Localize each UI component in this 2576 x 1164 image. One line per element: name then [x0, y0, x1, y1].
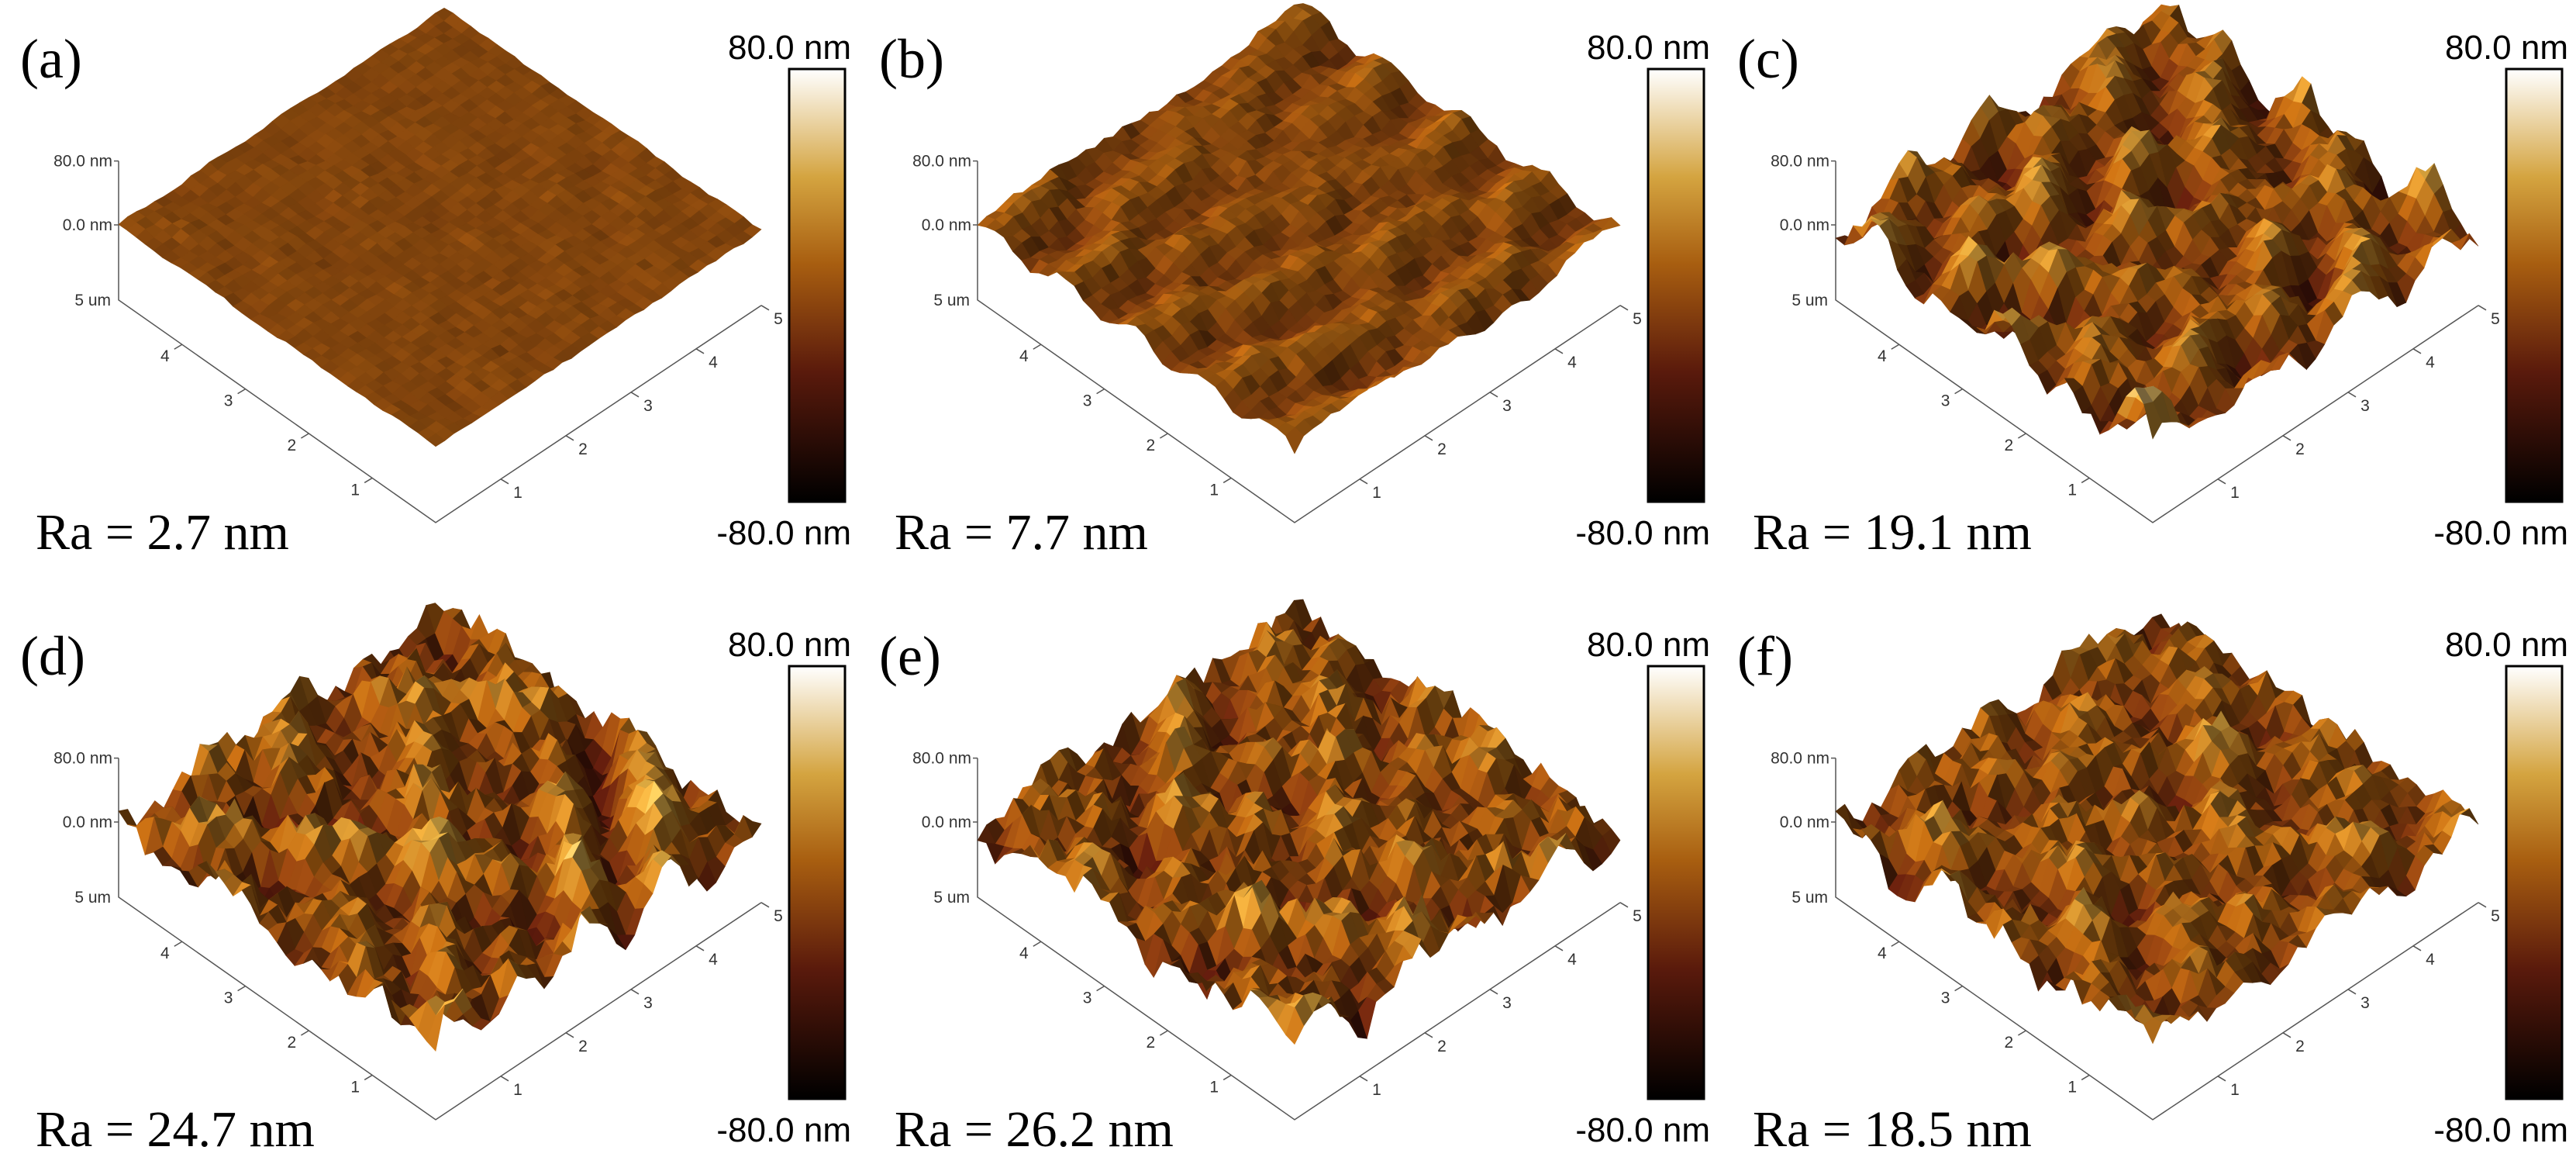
y-tick-label: 3	[1083, 392, 1092, 410]
y-tick-label: 4	[1019, 347, 1029, 365]
color-bar-max: 80.0 nm	[1587, 29, 1710, 67]
x-tick-label: 3	[2360, 397, 2370, 415]
color-bar-min: -80.0 nm	[1575, 514, 1710, 552]
x-tick	[565, 435, 574, 441]
z-axis-label: 80.0 nm	[1771, 153, 1829, 171]
color-bar	[2505, 67, 2564, 503]
color-bar	[1647, 67, 1705, 503]
color-bar	[788, 67, 847, 503]
z-axis-label: 0.0 nm	[63, 216, 112, 234]
y-tick	[237, 388, 246, 395]
x-tick	[2412, 348, 2422, 354]
z-axis-label: 80.0 nm	[53, 153, 112, 171]
y-tick-label: 3	[224, 392, 233, 410]
x-tick-label: 5	[2491, 310, 2500, 328]
x-tick-label: 4	[1567, 354, 1577, 371]
z-axis-label: 0.0 nm	[922, 216, 971, 234]
panel: 80.0 nm 0.0 nm 5 um 4 3 2 1 1 2 3 4 5 80.0 nm -80.0 n…	[879, 3, 1710, 561]
z-axis-label: 80.0 nm	[912, 153, 971, 171]
roughness-label: Ra = 2.7 nm	[36, 504, 289, 561]
color-bar-max: 80.0 nm	[2445, 29, 2568, 67]
y-tick-label: 4	[160, 347, 170, 365]
y-tick-label: 4	[1878, 347, 1887, 365]
x-tick-label: 2	[2295, 440, 2305, 458]
y-extent-label: 5 um	[1791, 292, 1828, 309]
x-tick-label: 2	[1437, 440, 1447, 458]
panel: 80.0 nm 0.0 nm 5 um 4 3 2 1 1 2 3 4 5 80.0 nm -80.0 n…	[1737, 4, 2568, 561]
z-axis-label: 0.0 nm	[1780, 216, 1829, 234]
y-tick	[1222, 477, 1232, 484]
x-tick-label: 3	[1502, 397, 1512, 415]
y-tick	[2081, 477, 2090, 484]
x-tick	[695, 348, 705, 354]
x-tick-label: 5	[774, 310, 783, 328]
x-tick-label: 4	[709, 354, 718, 371]
x-tick	[2347, 392, 2357, 398]
roughness-label: Ra = 19.1 nm	[1753, 504, 2032, 561]
y-tick-label: 2	[2005, 437, 2014, 454]
y-tick	[301, 433, 309, 439]
y-tick	[1096, 388, 1105, 395]
roughness-label: Ra = 7.7 nm	[895, 504, 1148, 561]
x-tick	[1359, 478, 1368, 485]
y-tick-label: 1	[1209, 481, 1219, 499]
y-tick	[364, 477, 373, 484]
color-bar-min: -80.0 nm	[2433, 514, 2568, 552]
x-tick	[1554, 348, 1564, 354]
x-tick-label: 2	[578, 440, 588, 458]
y-tick	[2018, 433, 2026, 439]
x-tick	[2282, 435, 2292, 441]
y-tick-label: 2	[1147, 437, 1156, 454]
y-tick-label: 1	[350, 481, 360, 499]
x-tick-label: 1	[2230, 484, 2240, 502]
x-tick	[1489, 392, 1498, 398]
y-tick	[1954, 388, 1963, 395]
x-tick	[500, 478, 509, 485]
y-tick-label: 2	[288, 437, 297, 454]
x-tick-label: 1	[513, 484, 522, 502]
color-bar-min: -80.0 nm	[716, 514, 851, 552]
x-tick	[1619, 305, 1629, 311]
axis-frame	[118, 161, 762, 523]
x-tick	[1424, 435, 1433, 441]
y-tick	[174, 344, 183, 350]
y-tick-label: 1	[2067, 481, 2077, 499]
x-tick	[630, 392, 640, 398]
x-tick-label: 4	[2426, 354, 2435, 371]
x-tick	[760, 305, 770, 311]
panel-label: (b)	[879, 28, 944, 90]
panel-label: (c)	[1737, 28, 1799, 90]
x-tick-label: 3	[643, 397, 653, 415]
y-extent-label: 5 um	[74, 292, 111, 309]
panel: 80.0 nm 0.0 nm 5 um 4 3 2 1 1 2 3 4 5 80.0 nm -80.0 n…	[20, 8, 851, 561]
y-tick	[1033, 344, 1042, 350]
y-extent-label: 5 um	[933, 292, 970, 309]
color-bar-max: 80.0 nm	[728, 29, 851, 67]
x-tick-label: 5	[1633, 310, 1642, 328]
y-tick-label: 3	[1941, 392, 1950, 410]
y-tick	[1160, 433, 1168, 439]
panel-label: (a)	[20, 28, 82, 90]
x-tick	[2217, 478, 2226, 485]
y-tick	[1891, 344, 1900, 350]
x-tick	[2478, 305, 2487, 311]
x-tick-label: 1	[1372, 484, 1381, 502]
